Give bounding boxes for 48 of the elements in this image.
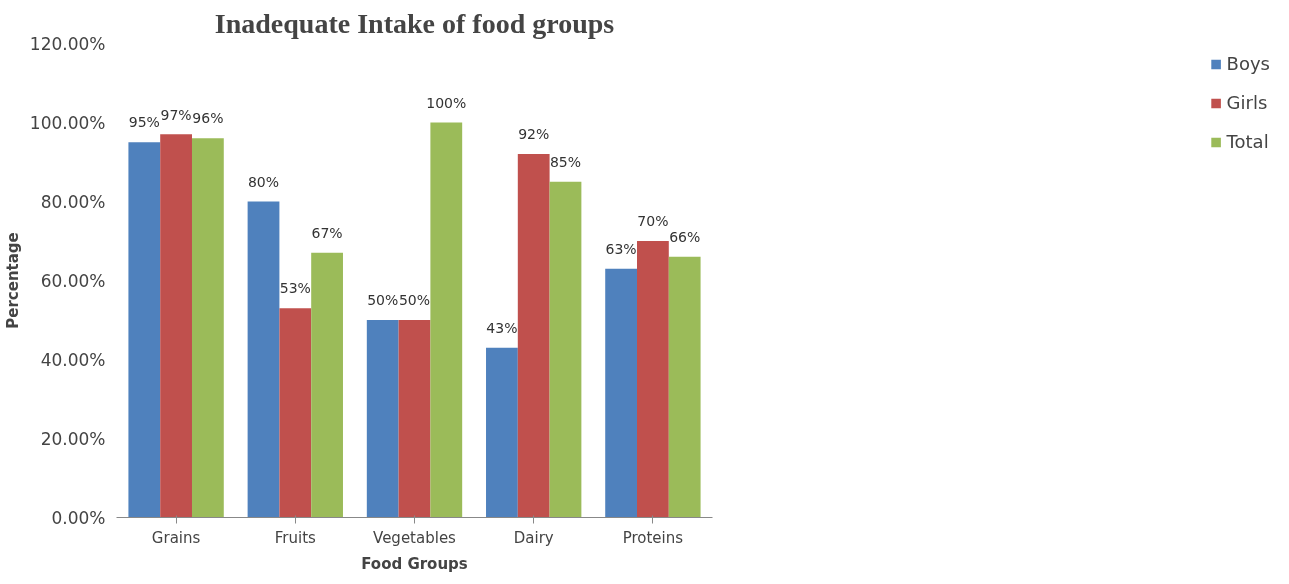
- data-label: 100%: [426, 94, 467, 111]
- bar: [279, 308, 312, 518]
- y-tick-label: 20.00%: [40, 428, 106, 449]
- x-tick-label: Grains: [151, 528, 201, 547]
- chart-title: Inadequate Intake of food groups: [214, 7, 615, 39]
- y-tick-label: 80.00%: [40, 191, 106, 212]
- x-tick-label: Proteins: [622, 528, 684, 547]
- data-label: 95%: [128, 114, 160, 131]
- data-label: 97%: [160, 106, 192, 123]
- bar: [605, 268, 638, 518]
- y-tick-label: 120.00%: [29, 33, 106, 54]
- y-tick-label: 100.00%: [29, 112, 106, 133]
- x-tick-label: Fruits: [274, 528, 317, 547]
- data-label: 53%: [279, 280, 311, 297]
- y-axis-title: Percentage: [3, 232, 22, 329]
- bar: [398, 320, 431, 518]
- bar: [430, 122, 463, 518]
- bar: [160, 134, 192, 518]
- data-label: 50%: [398, 292, 431, 309]
- data-label: 50%: [367, 292, 399, 309]
- bar: [128, 142, 161, 518]
- bar: [311, 252, 343, 518]
- legend-label: Boys: [1226, 53, 1270, 74]
- bar: [486, 347, 518, 518]
- data-label: 66%: [669, 228, 701, 245]
- data-label: 92%: [518, 126, 550, 143]
- bar: [549, 181, 582, 518]
- bar: [247, 201, 280, 518]
- y-tick-label: 40.00%: [40, 349, 106, 370]
- legend-label: Total: [1226, 131, 1269, 152]
- data-label: 96%: [192, 110, 224, 127]
- data-label: 63%: [605, 240, 637, 257]
- bar: [637, 241, 669, 518]
- bar: [366, 320, 399, 518]
- legend-label: Girls: [1226, 92, 1268, 113]
- data-label: 70%: [637, 213, 669, 230]
- data-label: 80%: [247, 173, 280, 190]
- x-tick-label: Vegetables: [373, 528, 457, 547]
- y-tick-label: 0.00%: [51, 507, 106, 528]
- bar: [668, 256, 701, 518]
- x-tick-label: Dairy: [513, 528, 554, 547]
- data-label: 43%: [486, 319, 518, 336]
- bar: [517, 154, 550, 518]
- data-label: 67%: [311, 225, 343, 241]
- x-axis-title: Food Groups: [361, 554, 468, 573]
- y-tick-label: 60.00%: [40, 270, 106, 291]
- data-label: 85%: [549, 153, 582, 170]
- bar: [191, 138, 224, 518]
